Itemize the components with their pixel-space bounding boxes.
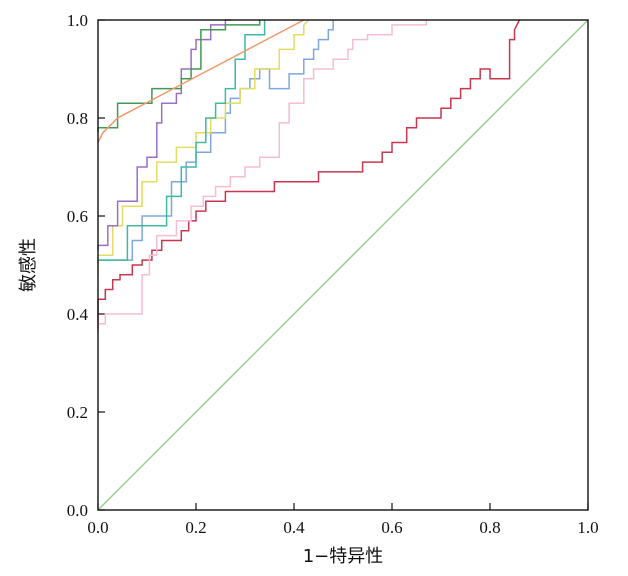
y-tick-label: 1.0 [67,11,88,30]
x-ticks [97,503,589,510]
y-ticks [98,19,105,511]
roc-curve-3 [97,20,334,265]
plot-frame [97,19,589,511]
x-tick-label: 1.0 [577,518,598,537]
y-tick-label: 0.6 [67,207,88,226]
x-axis-label: 1−特异性 [303,546,384,567]
series-layer [97,19,589,511]
x-tick-label: 0.2 [185,518,206,537]
roc-curve-7 [97,20,261,133]
roc-curve-2 [97,20,428,334]
roc-curve-1 [97,19,521,329]
x-tick-label: 0.6 [381,518,402,537]
roc-curve-8 [97,19,305,143]
x-tick-label: 0.4 [283,518,305,537]
x-tick-label: 0.0 [87,518,108,537]
roc-curve-4 [97,19,310,275]
x-tick-labels: 0.0 0.2 0.4 0.6 0.8 1.0 [87,518,598,537]
y-tick-label: 0.0 [67,501,88,520]
roc-curve-6 [97,19,231,251]
y-tick-label: 0.4 [67,305,89,324]
y-tick-label: 0.8 [67,109,88,128]
reference-line [97,19,589,511]
y-tick-labels: 0.0 0.2 0.4 0.6 0.8 1.0 [67,11,89,520]
roc-curve-5 [98,20,266,261]
y-axis-label: 敏感性 [18,238,39,292]
x-tick-label: 0.8 [479,518,500,537]
y-tick-label: 0.2 [67,403,88,422]
